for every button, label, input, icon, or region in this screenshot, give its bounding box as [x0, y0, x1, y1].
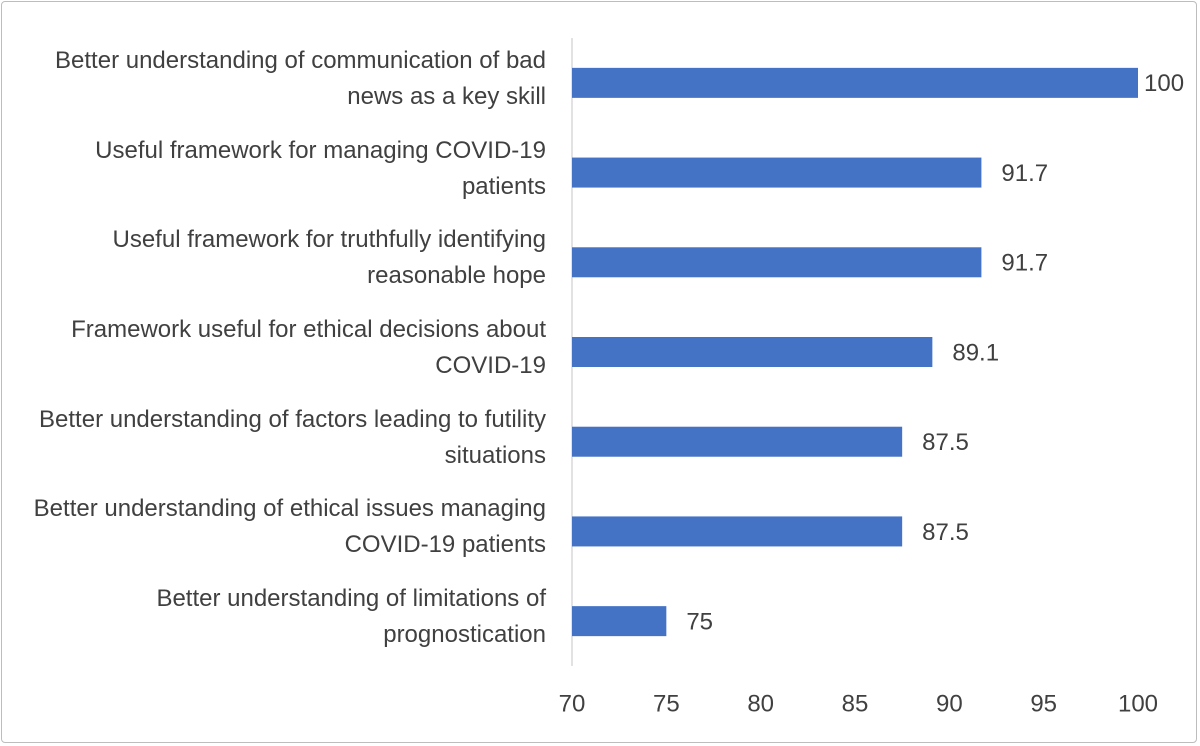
y-tick-label: Better understanding of limitations of p…: [156, 585, 546, 649]
bar: [572, 426, 903, 457]
x-tick-label: 80: [747, 690, 774, 717]
x-tick-label: 95: [1030, 690, 1057, 717]
y-tick-label: Useful framework for managing COVID-19 p…: [95, 136, 546, 200]
data-label: 91.7: [1001, 250, 1048, 277]
data-label: 100: [1144, 70, 1184, 97]
y-tick-label: Useful framework for truthfully identify…: [112, 226, 547, 290]
x-tick-label: 75: [653, 690, 680, 717]
y-tick-label: Framework useful for ethical decisions a…: [71, 316, 546, 379]
y-tick-label: Better understanding of factors leading …: [39, 405, 546, 469]
x-tick-label: 70: [559, 690, 586, 717]
x-tick-label: 85: [842, 690, 869, 717]
data-label: 87.5: [922, 429, 969, 456]
data-label: 89.1: [952, 339, 999, 366]
bar: [572, 247, 982, 278]
x-tick-label: 100: [1118, 690, 1158, 717]
x-tick-label: 90: [936, 690, 963, 717]
data-label: 75: [686, 608, 713, 635]
data-label: 91.7: [1001, 160, 1048, 187]
bar: [572, 516, 903, 547]
y-tick-label: Better understanding of ethical issues m…: [33, 495, 546, 559]
bar: [572, 606, 667, 637]
bar: [572, 67, 1138, 98]
bar: [572, 337, 933, 367]
bar: [572, 157, 982, 188]
y-tick-label: Better understanding of communication of…: [55, 46, 546, 110]
data-label: 87.5: [922, 519, 969, 546]
